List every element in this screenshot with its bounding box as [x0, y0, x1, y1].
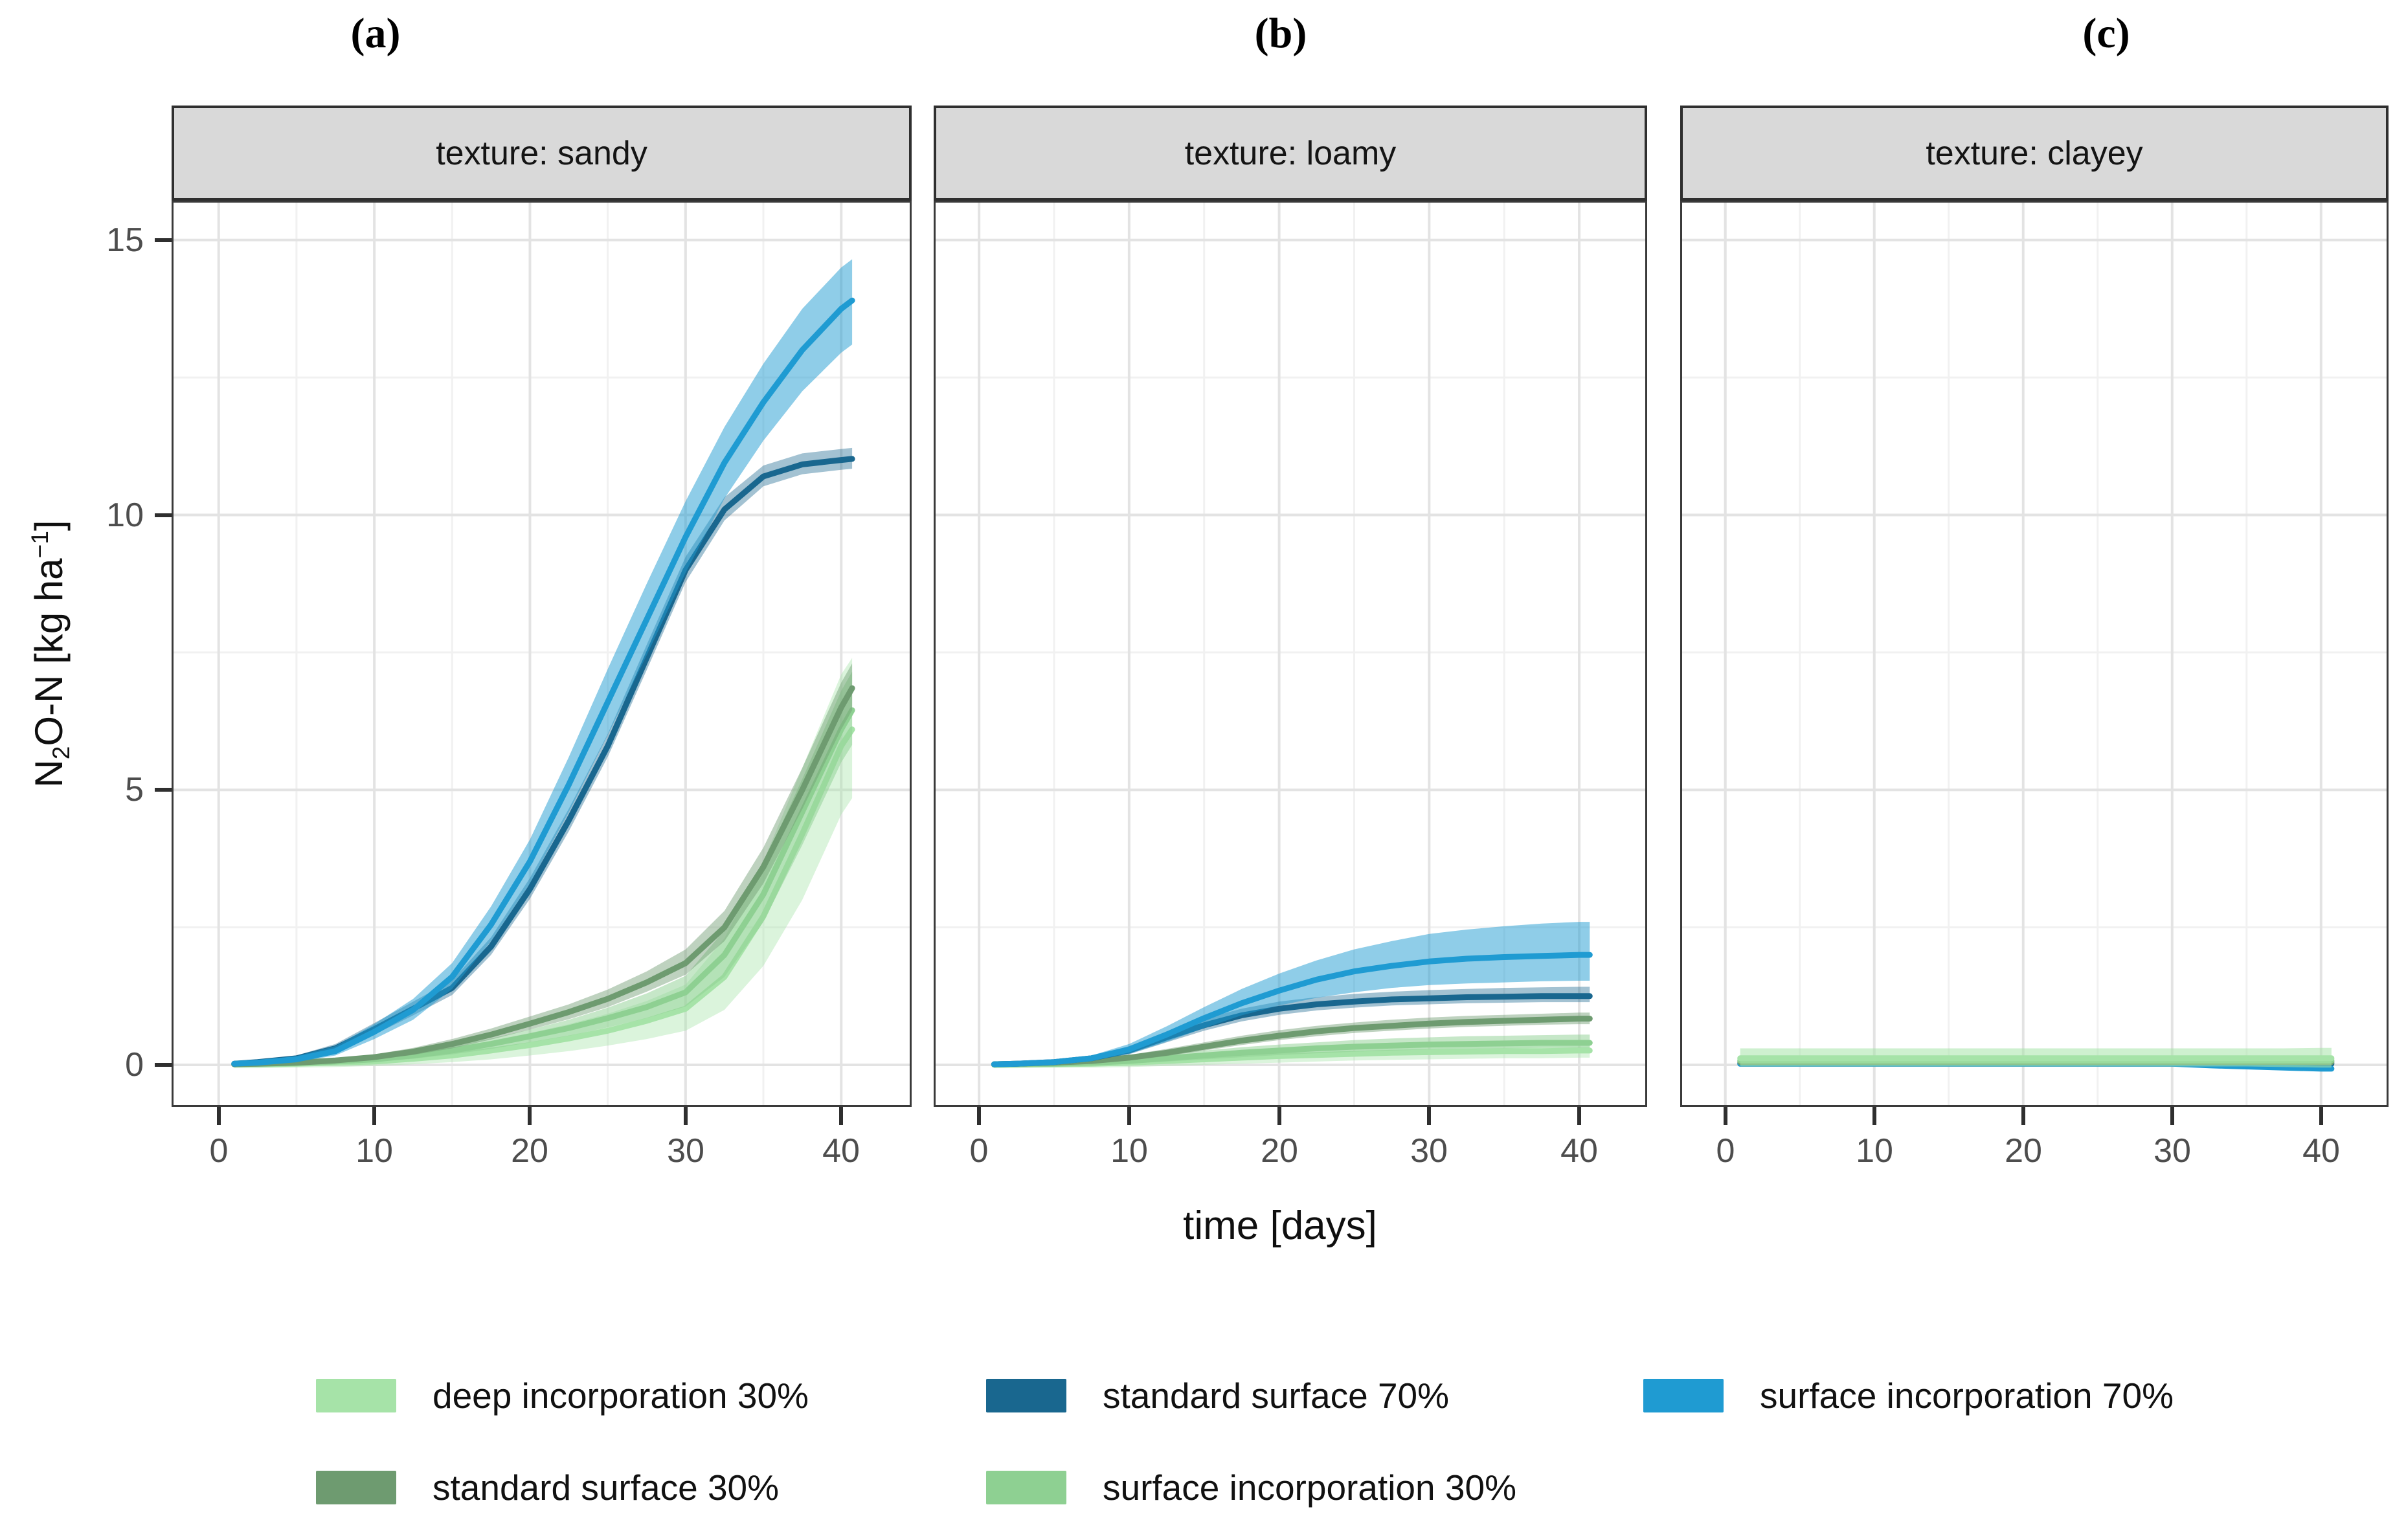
facet-strip-clayey: texture: clayey [1680, 106, 2389, 201]
legend-label: surface incorporation 30% [1103, 1467, 1516, 1508]
x-tick-mark [1577, 1107, 1581, 1125]
x-tick-label: 10 [1856, 1132, 1893, 1170]
x-tick-label: 20 [1261, 1132, 1298, 1170]
facet-strip-label: texture: loamy [1184, 134, 1397, 172]
x-tick-mark [1127, 1107, 1131, 1125]
x-tick-mark [528, 1107, 532, 1125]
y-tick-label: 0 [125, 1046, 144, 1084]
legend-entry-surface-incorporation-30-: surface incorporation 30% [986, 1467, 1516, 1508]
legend-entry-surface-incorporation-70-: surface incorporation 70% [1643, 1376, 2174, 1416]
x-tick-label: 30 [2153, 1132, 2191, 1170]
y-tick-mark [155, 238, 172, 242]
y-title-mid: O-N [kg ha [27, 558, 71, 746]
x-tick-mark [1872, 1107, 1876, 1125]
x-tick-mark [1277, 1107, 1281, 1125]
legend-swatch [316, 1471, 396, 1504]
panel-letter-b: (b) [1254, 10, 1307, 57]
legend-entry-standard-surface-70-: standard surface 70% [986, 1376, 1450, 1416]
y-tick-mark [155, 1063, 172, 1067]
ribbon-surface-incorporation-70- [994, 922, 1590, 1065]
x-tick-label: 0 [969, 1132, 989, 1170]
plot-panel-loamy [934, 201, 1647, 1107]
plot-panel-sandy [172, 201, 912, 1107]
x-tick-label: 40 [2302, 1132, 2340, 1170]
legend-swatch [986, 1471, 1066, 1504]
x-tick-label: 10 [1110, 1132, 1148, 1170]
y-tick-label: 10 [106, 497, 144, 534]
facet-strip-label: texture: sandy [436, 134, 647, 172]
y-axis-title: N2O-N [kg ha−1] [26, 520, 75, 787]
x-axis-title: time [days] [1183, 1203, 1377, 1248]
x-tick-mark [1724, 1107, 1727, 1125]
x-tick-label: 10 [355, 1132, 393, 1170]
x-tick-mark [217, 1107, 221, 1125]
legend-swatch [316, 1379, 396, 1412]
legend-swatch [1643, 1379, 1724, 1412]
x-tick-mark [684, 1107, 688, 1125]
facet-strip-loamy: texture: loamy [934, 106, 1647, 201]
x-tick-mark [839, 1107, 843, 1125]
x-tick-label: 0 [209, 1132, 229, 1170]
x-tick-mark [977, 1107, 981, 1125]
y-title-close: ] [27, 520, 71, 531]
facet-chart-svg [936, 203, 1645, 1105]
facet-chart-svg [1682, 203, 2387, 1105]
legend-entry-standard-surface-30-: standard surface 30% [316, 1467, 780, 1508]
series-line-surface-incorporation-70- [231, 297, 855, 1067]
legend-entry-deep-incorporation-30-: deep incorporation 30% [316, 1376, 809, 1416]
y-tick-label: 15 [106, 221, 144, 259]
x-tick-label: 20 [2005, 1132, 2042, 1170]
facet-chart-svg [174, 203, 910, 1105]
y-title-n: N [27, 759, 71, 788]
y-title-sup: −1 [25, 531, 53, 559]
panel-letter-a: (a) [350, 10, 401, 57]
ribbon-surface-incorporation-70- [234, 259, 853, 1065]
series-line-standard-surface-70- [231, 456, 855, 1067]
x-tick-mark [372, 1107, 376, 1125]
x-tick-mark [2319, 1107, 2323, 1125]
ribbon-surface-incorporation-30- [234, 671, 853, 1065]
series-line-standard-surface-30- [231, 685, 855, 1067]
x-tick-mark [2021, 1107, 2025, 1125]
y-title-sub: 2 [47, 746, 75, 760]
y-tick-label: 5 [125, 771, 144, 809]
x-tick-label: 40 [822, 1132, 860, 1170]
legend-label: surface incorporation 70% [1760, 1376, 2174, 1416]
facet-strip-sandy: texture: sandy [172, 106, 912, 201]
x-tick-label: 40 [1560, 1132, 1598, 1170]
x-tick-mark [2170, 1107, 2174, 1125]
legend-label: deep incorporation 30% [433, 1376, 809, 1416]
plot-panel-clayey [1680, 201, 2389, 1107]
legend-label: standard surface 70% [1103, 1376, 1450, 1416]
legend-label: standard surface 30% [433, 1467, 780, 1508]
x-tick-label: 30 [1410, 1132, 1448, 1170]
facet-strip-label: texture: clayey [1926, 134, 2143, 172]
x-tick-mark [1427, 1107, 1431, 1125]
x-tick-label: 0 [1716, 1132, 1735, 1170]
series-line-surface-incorporation-70- [991, 952, 1593, 1067]
legend-swatch [986, 1379, 1066, 1412]
panel-letter-c: (c) [2082, 10, 2130, 57]
x-tick-label: 30 [667, 1132, 704, 1170]
y-tick-mark [155, 513, 172, 517]
ribbon-standard-surface-70- [234, 447, 853, 1065]
x-tick-label: 20 [511, 1132, 548, 1170]
y-tick-mark [155, 788, 172, 792]
